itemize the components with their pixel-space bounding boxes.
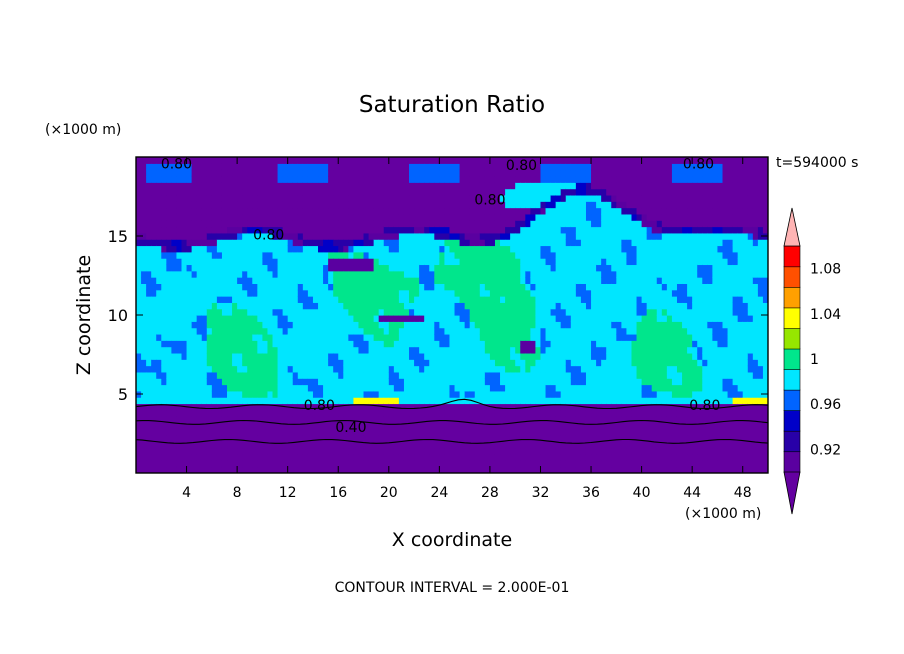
colorbar-swatch [783, 266, 801, 288]
x-tick-label: 4 [182, 485, 191, 501]
colorbar-tick-label: 0.96 [810, 397, 841, 413]
x-axis-label: X coordinate [392, 529, 512, 551]
colorbar-swatch [783, 410, 801, 432]
colorbar-swatch [783, 286, 801, 309]
colorbar: 0.92 0.96 1 1.04 1.08 [783, 207, 841, 515]
contour-label: 0.80 [506, 158, 537, 174]
contour-label: 0.40 [335, 420, 366, 436]
x-tick-label: 48 [734, 485, 752, 501]
colorbar-swatch [783, 368, 801, 391]
x-axis: 4 8 12 16 20 24 28 32 36 40 44 48 [182, 157, 752, 501]
contour-interval-footer: CONTOUR INTERVAL = 2.000E-01 [335, 580, 570, 596]
contour-label: 0.80 [161, 156, 192, 172]
colorbar-swatch [783, 245, 801, 268]
chart-title: Saturation Ratio [359, 92, 545, 118]
y-tick-label: 15 [108, 227, 128, 246]
contour-line [136, 398, 768, 410]
colorbar-over-arrow [783, 207, 801, 247]
x-tick-label: 16 [329, 485, 347, 501]
contour-line [136, 438, 768, 444]
colorbar-tick-label: 1.08 [810, 262, 841, 278]
contour-label: 0.80 [474, 193, 505, 209]
x-tick-label: 20 [380, 485, 398, 501]
y-axis: 5 10 15 [108, 227, 768, 404]
heatmap-field [136, 157, 768, 473]
contour-label: 0.80 [689, 398, 720, 414]
colorbar-tick-label: 1 [810, 352, 819, 368]
contour-label: 0.80 [253, 227, 284, 243]
x-tick-label: 32 [532, 485, 550, 501]
colorbar-swatch [783, 451, 801, 473]
time-label: t=594000 s [776, 155, 858, 171]
x-tick-label: 40 [633, 485, 651, 501]
colorbar-swatch [783, 327, 801, 350]
x-tick-label: 28 [481, 485, 499, 501]
colorbar-tick-label: 1.04 [810, 307, 841, 323]
colorbar-under-arrow [783, 471, 801, 515]
colorbar-swatch [783, 348, 801, 370]
colorbar-swatch [783, 430, 801, 453]
x-unit-label: (×1000 m) [685, 506, 761, 522]
colorbar-swatch [783, 389, 801, 411]
x-tick-label: 36 [582, 485, 600, 501]
x-tick-label: 12 [279, 485, 297, 501]
x-tick-label: 24 [430, 485, 448, 501]
colorbar-swatch [783, 307, 801, 329]
y-unit-label: (×1000 m) [45, 122, 121, 138]
y-tick-label: 5 [118, 385, 128, 404]
contour-label: 0.80 [683, 156, 714, 172]
contour-line [136, 419, 768, 425]
contour-labels: 0.80 0.80 0.800.800.800.80 0.800.40 [161, 156, 721, 436]
y-axis-label: Z coordinate [73, 255, 95, 375]
x-tick-label: 8 [233, 485, 242, 501]
y-tick-label: 10 [108, 306, 128, 325]
x-tick-label: 44 [683, 485, 701, 501]
colorbar-tick-label: 0.92 [810, 442, 841, 458]
contour-label: 0.80 [304, 398, 335, 414]
